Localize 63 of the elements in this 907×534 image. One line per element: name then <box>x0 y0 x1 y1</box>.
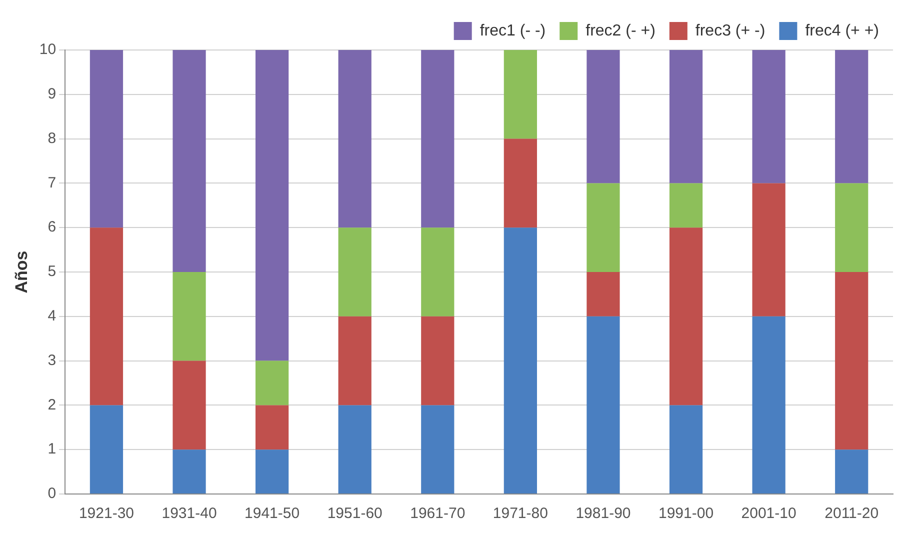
bar <box>835 450 868 494</box>
x-tick-label: 1981-90 <box>576 505 631 522</box>
x-tick-label: 1931-40 <box>162 505 217 522</box>
legend-label: frec3 (+ -) <box>695 22 766 40</box>
x-tick-label: 1961-70 <box>410 505 466 522</box>
bar <box>835 272 868 450</box>
y-tick-label: 4 <box>48 308 56 325</box>
bar <box>172 272 206 361</box>
bar <box>90 405 124 494</box>
y-tick-label: 7 <box>48 174 56 192</box>
x-tick-label: 1991-00 <box>658 505 714 522</box>
bar <box>421 50 454 228</box>
y-tick-label: 1 <box>48 440 56 458</box>
x-tick-label: 1951-60 <box>327 505 382 522</box>
bar <box>421 405 454 494</box>
y-tick-label: 10 <box>39 41 56 58</box>
bar <box>504 138 537 228</box>
y-tick-label: 9 <box>48 86 56 103</box>
bar <box>835 183 868 272</box>
bar <box>586 50 620 184</box>
bar <box>172 450 206 494</box>
bar <box>172 50 206 272</box>
legend-label: frec4 (+ +) <box>805 22 880 40</box>
bar <box>752 316 786 494</box>
y-tick-label: 5 <box>48 263 56 280</box>
bar <box>586 316 620 494</box>
bar <box>586 183 620 272</box>
bar <box>504 50 537 139</box>
bar <box>256 450 289 494</box>
bar <box>669 228 703 406</box>
bar <box>669 405 703 494</box>
legend-label: frec1 (- -) <box>480 22 546 40</box>
bar <box>835 50 868 184</box>
bar <box>338 405 372 494</box>
x-tick-label: 1971-80 <box>492 505 548 522</box>
bar <box>172 360 206 450</box>
x-tick-label: 1921-30 <box>78 505 134 522</box>
bar <box>586 272 620 316</box>
bar <box>338 316 372 406</box>
bar <box>338 50 372 228</box>
bar <box>421 228 454 316</box>
y-tick-label: 8 <box>48 130 56 147</box>
y-tick-label: 0 <box>48 485 56 502</box>
bar <box>752 50 786 184</box>
bar <box>669 50 703 184</box>
bar <box>90 50 124 228</box>
bar <box>669 183 703 228</box>
bar <box>421 316 454 406</box>
legend-label: frec2 (- +) <box>586 22 656 40</box>
bar <box>504 228 537 494</box>
bar <box>256 360 289 406</box>
bar <box>256 50 289 361</box>
x-tick-label: 2001-10 <box>741 505 796 522</box>
bar <box>752 183 786 316</box>
x-tick-label: 1941-50 <box>244 505 300 522</box>
y-tick-label: 2 <box>48 396 56 414</box>
x-tick-label: 2011-20 <box>824 505 879 522</box>
bar <box>256 405 289 450</box>
y-tick-label: 3 <box>48 352 56 369</box>
y-tick-label: 6 <box>48 218 56 236</box>
y-axis-title: Años <box>12 250 31 294</box>
bar <box>90 228 124 406</box>
bar <box>338 228 372 316</box>
